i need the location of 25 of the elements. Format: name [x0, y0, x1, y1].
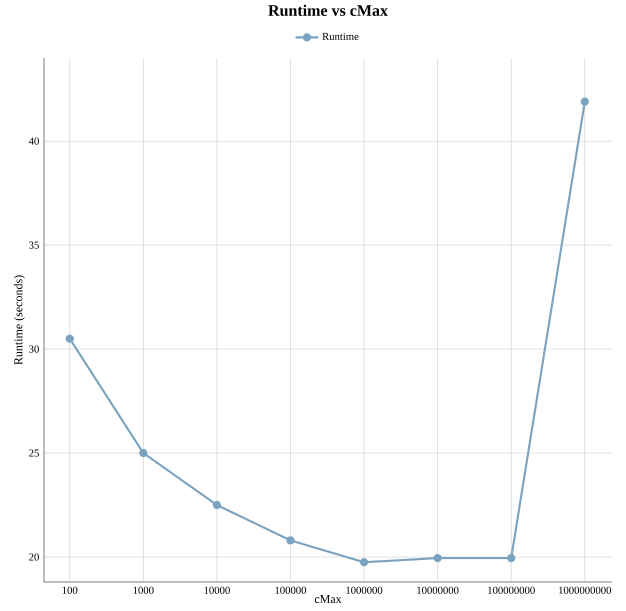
- x-tick-label: 10000: [204, 586, 230, 594]
- point: [66, 334, 74, 343]
- y-tick-label: 40: [28, 138, 39, 145]
- point: [360, 558, 368, 566]
- point: [507, 554, 516, 562]
- y-axis-title: Runtime (seconds): [14, 275, 25, 365]
- point: [433, 554, 442, 562]
- x-tick-label: 10000000: [417, 586, 459, 594]
- x-tick-label: 1000000000: [559, 586, 612, 594]
- point: [212, 500, 222, 510]
- chart-title: Runtime vs cMax: [268, 4, 388, 16]
- x-tick-label: 100: [62, 586, 78, 594]
- point: [139, 448, 148, 458]
- x-axis-title: cMax: [314, 595, 342, 604]
- point: [580, 98, 589, 106]
- legend-label: Runtime: [322, 32, 358, 40]
- x-tick-label: 1000: [134, 586, 154, 594]
- point: [286, 536, 295, 545]
- y-tick-label: 25: [29, 449, 39, 457]
- x-tick-label: 100000000: [488, 586, 535, 594]
- y-tick-label: 30: [29, 346, 39, 353]
- y-tick-label: 35: [29, 242, 39, 249]
- x-tick-label: 100000: [275, 586, 306, 594]
- x-tick-label: 1000000: [346, 586, 382, 594]
- y-tick-label: 20: [29, 553, 39, 561]
